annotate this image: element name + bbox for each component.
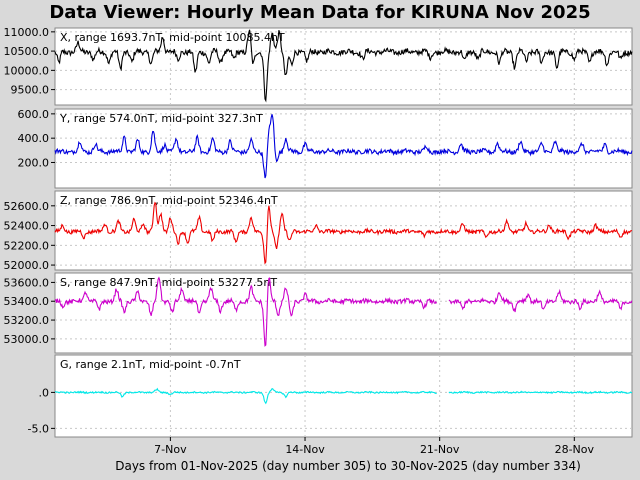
panel-label: G, range 2.1nT, mid-point -0.7nT	[60, 358, 241, 371]
x-axis-label: Days from 01-Nov-2025 (day number 305) t…	[115, 459, 581, 473]
x-tick-label: 7-Nov	[154, 443, 187, 456]
y-tick-label: 53400.0	[4, 295, 50, 308]
series-line-x	[54, 29, 633, 103]
y-tick-label: 400.0	[18, 132, 50, 145]
panel-label: Y, range 574.0nT, mid-point 327.3nT	[59, 112, 263, 125]
panel-y: 200.0 400.0 600.0 Y, range 574.0nT, mid-poi…	[18, 108, 633, 189]
series-line-g	[54, 387, 632, 405]
y-tick-label: 53600.0	[4, 276, 50, 289]
panel-frame	[54, 108, 633, 189]
panel-label: Z, range 786.9nT, mid-point 52346.4nT	[60, 194, 278, 207]
panel-s: 53000.0 53200.0 53400.0 53600.0 S, range 847…	[4, 272, 633, 354]
x-tick-label: 21-Nov	[420, 443, 460, 456]
panel-label: S, range 847.9nT, mid-point 53277.5nT	[60, 276, 277, 289]
series-line-z	[54, 201, 633, 265]
x-tick-label: 28-Nov	[555, 443, 595, 456]
panel-frame	[54, 354, 633, 438]
series-line-y	[54, 114, 633, 179]
panel-frame	[54, 27, 633, 106]
y-tick-label: 11000.0	[4, 26, 50, 39]
y-tick-label: 10500.0	[4, 45, 50, 58]
x-tick-label: 14-Nov	[285, 443, 325, 456]
y-tick-label: 52200.0	[4, 239, 50, 252]
y-tick-label: 9500.0	[11, 84, 50, 97]
chart-title: Data Viewer: Hourly Mean Data for KIRUNA…	[49, 2, 591, 23]
y-tick-label: 52000.0	[4, 259, 50, 272]
y-tick-label: 52400.0	[4, 220, 50, 233]
panel-g: -5.0 .0 G, range 2.1nT, mid-point -0.7nT	[28, 354, 633, 438]
y-tick-label: 600.0	[18, 108, 50, 121]
y-tick-label: -5.0	[28, 422, 49, 435]
y-tick-label: 200.0	[18, 156, 50, 169]
y-tick-label: 53200.0	[4, 314, 50, 327]
y-tick-label: 52600.0	[4, 200, 50, 213]
series-line-s	[54, 276, 633, 347]
panel-x: 9500.0 10000.0 10500.0 11000.0 X, range 1693…	[4, 26, 633, 106]
panel-label: X, range 1693.7nT, mid-point 10085.4nT	[60, 31, 285, 44]
y-tick-label: 10000.0	[4, 64, 50, 77]
y-tick-label: .0	[39, 386, 50, 399]
y-tick-label: 53000.0	[4, 333, 50, 346]
panel-z: 52000.0 52200.0 52400.0 52600.0 Z, range 786…	[4, 190, 633, 272]
